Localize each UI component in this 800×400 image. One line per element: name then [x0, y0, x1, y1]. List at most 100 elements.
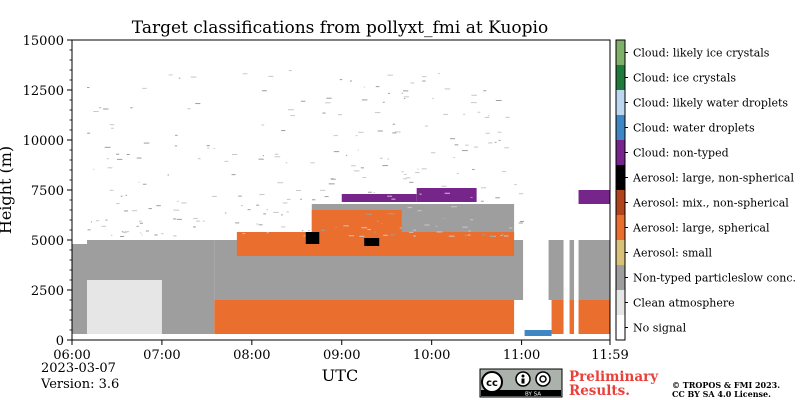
speckle-mark	[375, 86, 380, 88]
speckle-mark	[417, 210, 422, 212]
class-region-2	[86, 240, 215, 280]
speckle-mark	[453, 157, 455, 159]
speckle-mark	[268, 75, 274, 77]
speckle-mark	[326, 97, 332, 99]
x-tick-label: 10:00	[413, 348, 450, 363]
speckle-mark	[300, 198, 302, 200]
speckle-mark	[140, 232, 142, 234]
speckle-mark	[287, 109, 294, 111]
speckle-mark	[444, 192, 450, 194]
legend-label-0: No signal	[633, 322, 687, 335]
speckle-mark	[282, 202, 288, 204]
speckle-mark	[518, 193, 524, 195]
speckle-mark	[470, 219, 474, 221]
speckle-mark	[437, 72, 440, 74]
speckle-mark	[173, 209, 180, 211]
colorbar-swatch-10	[616, 65, 625, 90]
speckle-mark	[325, 102, 331, 104]
speckle-mark	[463, 113, 466, 115]
speckle-mark	[339, 79, 343, 81]
speckle-mark	[123, 210, 129, 212]
speckle-mark	[261, 90, 267, 92]
speckle-mark	[387, 213, 392, 215]
speckle-mark	[462, 226, 468, 228]
speckle-mark	[258, 158, 264, 160]
speckle-mark	[466, 215, 472, 217]
speckle-mark	[101, 225, 107, 227]
speckle-mark	[168, 74, 173, 76]
x-tick-label: 11:59	[591, 348, 628, 363]
speckle-mark	[281, 226, 286, 228]
speckle-mark	[408, 231, 414, 233]
speckle-mark	[477, 111, 481, 113]
legend-label-7: Cloud: non-typed	[633, 147, 729, 160]
copyright-line-2: CC BY SA 4.0 License.	[672, 389, 771, 399]
speckle-mark	[444, 88, 451, 90]
speckle-mark	[262, 155, 265, 157]
speckle-mark	[483, 90, 487, 92]
speckle-mark	[148, 208, 152, 210]
speckle-mark	[122, 231, 124, 233]
colorbar-swatch-9	[616, 90, 625, 115]
x-tick-label: 06:00	[53, 348, 90, 363]
speckle-mark	[321, 229, 326, 231]
speckle-mark	[99, 107, 101, 109]
speckle-mark	[125, 194, 128, 196]
speckle-mark	[308, 230, 311, 232]
sa-icon	[535, 371, 551, 387]
colorbar-swatch-3	[616, 240, 625, 265]
speckle-mark	[507, 212, 514, 214]
class-region-12	[574, 190, 610, 204]
y-tick-label: 7500	[31, 184, 64, 199]
speckle-mark	[154, 234, 158, 236]
speckle-mark	[399, 227, 402, 229]
speckle-mark	[176, 200, 179, 202]
date-label: 2023-03-07	[41, 361, 116, 376]
speckle-mark	[382, 165, 389, 167]
speckle-mark	[87, 87, 90, 89]
speckle-mark	[514, 184, 517, 186]
speckle-mark	[403, 97, 406, 99]
results-label: Results.	[569, 383, 630, 399]
speckle-mark	[288, 70, 292, 72]
speckle-mark	[174, 235, 177, 237]
legend-label-10: Cloud: ice crystals	[633, 72, 736, 85]
speckle-mark	[488, 142, 493, 144]
speckle-mark	[345, 154, 348, 156]
speckle-mark	[374, 231, 377, 233]
speckle-mark	[337, 114, 343, 116]
class-colorbar: No signal Clean atmosphere Non-typed parti…	[615, 39, 796, 341]
speckle-mark	[362, 176, 367, 178]
speckle-mark	[388, 92, 390, 94]
speckle-mark	[441, 185, 447, 187]
class-region-18	[524, 330, 552, 336]
speckle-mark	[351, 165, 356, 167]
speckle-mark	[387, 195, 393, 197]
speckle-mark	[421, 168, 427, 170]
speckle-mark	[247, 209, 251, 211]
speckle-mark	[281, 214, 283, 216]
speckle-mark	[87, 229, 91, 231]
y-tick-label: 5000	[31, 234, 64, 249]
speckle-mark	[424, 125, 429, 127]
speckle-mark	[503, 235, 509, 237]
speckle-mark	[373, 192, 376, 194]
speckle-mark	[421, 76, 427, 78]
speckle-mark	[391, 213, 395, 215]
class-region-1	[72, 244, 87, 334]
speckle-mark	[231, 174, 236, 176]
version-label: Version: 3.6	[40, 377, 119, 392]
speckle-mark	[109, 189, 114, 191]
speckle-mark	[390, 234, 395, 236]
speckle-mark	[464, 234, 470, 236]
speckle-mark	[387, 158, 389, 160]
speckle-mark	[348, 235, 355, 237]
speckle-mark	[424, 224, 430, 226]
colorbar-swatch-7	[616, 140, 625, 165]
speckle-mark	[143, 142, 150, 144]
colorbar-swatch-5	[616, 190, 625, 215]
speckle-mark	[343, 225, 349, 227]
speckle-mark	[367, 229, 371, 231]
speckle-mark	[402, 205, 408, 207]
speckle-mark	[187, 108, 191, 110]
